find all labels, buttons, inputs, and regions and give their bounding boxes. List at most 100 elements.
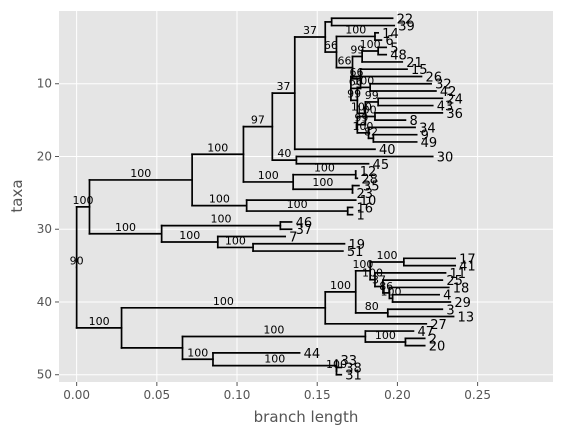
taxon-label: 16 bbox=[357, 201, 374, 216]
taxon-label: 36 bbox=[446, 107, 463, 122]
taxon-label: 41 bbox=[459, 260, 476, 275]
taxon-label: 43 bbox=[437, 100, 454, 115]
support-value-label: 100 bbox=[356, 103, 377, 116]
support-value-label: 100 bbox=[381, 285, 402, 298]
support-value-label: 37 bbox=[372, 274, 386, 287]
axis-ticks: 0.00 0.05 0.10 0.15 0.20 0.25 10 20 30 40 50 bbox=[37, 77, 491, 402]
support-value-label: 100 bbox=[115, 221, 136, 234]
support-value-label: 100 bbox=[187, 346, 208, 359]
taxon-label: 44 bbox=[304, 347, 321, 362]
y-tick-label: 30 bbox=[37, 222, 52, 236]
taxon-label: 40 bbox=[379, 143, 396, 158]
support-value-label: 66 bbox=[337, 55, 351, 68]
taxon-label: 11 bbox=[450, 267, 467, 282]
taxon-label: 47 bbox=[417, 325, 434, 340]
y-tick-label: 20 bbox=[37, 149, 52, 163]
support-value-label: 97 bbox=[251, 114, 265, 127]
grid-lines bbox=[59, 11, 553, 382]
support-value-label: 100 bbox=[130, 167, 151, 180]
support-value-label: 100 bbox=[258, 169, 279, 182]
taxon-label: 24 bbox=[446, 92, 463, 107]
tree-branches bbox=[75, 17, 457, 376]
support-value-label: 66 bbox=[350, 66, 364, 79]
support-value-label: 100 bbox=[264, 353, 285, 366]
taxon-label: 9 bbox=[421, 129, 429, 144]
taxon-label: 13 bbox=[458, 311, 475, 326]
support-value-label: 100 bbox=[353, 74, 374, 87]
support-value-label: 100 bbox=[210, 213, 231, 226]
taxon-label: 37 bbox=[296, 223, 313, 238]
support-value-label: 86 bbox=[379, 280, 393, 293]
support-value-label: 100 bbox=[312, 176, 333, 189]
y-tick-label: 10 bbox=[37, 77, 52, 91]
x-tick-label: 0.05 bbox=[143, 388, 170, 402]
support-value-label: 100 bbox=[375, 329, 396, 342]
support-value-label: 99 bbox=[365, 89, 379, 102]
taxon-label: 39 bbox=[398, 20, 415, 35]
support-value-label: 99 bbox=[354, 112, 368, 125]
support-value-label: 100 bbox=[314, 162, 335, 175]
x-axis-label: branch length bbox=[254, 408, 359, 426]
support-value-label: 100 bbox=[362, 267, 383, 280]
taxon-label: 48 bbox=[390, 49, 407, 64]
taxon-label: 7 bbox=[289, 231, 297, 246]
support-labels: 9010010010097373766100669910066669910010… bbox=[70, 23, 402, 371]
taxon-label: 49 bbox=[421, 136, 438, 151]
support-value-label: 100 bbox=[179, 229, 200, 242]
x-tick-label: 0.20 bbox=[384, 388, 411, 402]
taxon-label: 1 bbox=[357, 209, 365, 224]
support-value-label: 90 bbox=[70, 254, 84, 267]
taxon-label: 51 bbox=[347, 245, 364, 260]
taxon-label: 42 bbox=[440, 85, 457, 100]
support-value-label: 82 bbox=[364, 125, 378, 138]
taxon-label: 6 bbox=[385, 34, 393, 49]
taxon-label: 45 bbox=[373, 158, 390, 173]
support-value-label: 100 bbox=[360, 38, 381, 51]
taxon-label: 22 bbox=[397, 12, 414, 27]
taxon-label: 35 bbox=[363, 180, 380, 195]
x-tick-label: 0.15 bbox=[304, 388, 331, 402]
taxon-label: 10 bbox=[360, 194, 377, 209]
support-value-label: 37 bbox=[277, 80, 291, 93]
support-value-label: 100 bbox=[89, 315, 110, 328]
support-value-label: 100 bbox=[287, 198, 308, 211]
taxon-label: 8 bbox=[409, 114, 417, 129]
taxon-label: 27 bbox=[430, 318, 447, 333]
taxon-label: 12 bbox=[360, 165, 377, 180]
support-value-label: 99 bbox=[347, 87, 361, 100]
x-tick-label: 0.25 bbox=[464, 388, 491, 402]
y-tick-label: 40 bbox=[37, 295, 52, 309]
support-value-label: 40 bbox=[277, 147, 291, 160]
support-value-label: 100 bbox=[345, 23, 366, 36]
support-value-label: 100 bbox=[213, 295, 234, 308]
support-value-label: 66 bbox=[349, 75, 363, 88]
y-axis-label: taxa bbox=[8, 179, 26, 212]
support-value-label: 100 bbox=[209, 193, 230, 206]
taxon-label: 18 bbox=[453, 281, 470, 296]
support-value-label: 100 bbox=[73, 194, 94, 207]
support-value-label: 100 bbox=[207, 141, 228, 154]
support-value-label: 80 bbox=[365, 300, 379, 313]
support-value-label: 100 bbox=[352, 120, 373, 133]
taxon-label: 25 bbox=[446, 274, 463, 289]
x-tick-label: 0.00 bbox=[63, 388, 90, 402]
support-value-label: 66 bbox=[324, 39, 338, 52]
taxon-label: 2 bbox=[429, 332, 437, 347]
taxon-label: 17 bbox=[459, 252, 476, 267]
taxon-label: 5 bbox=[390, 41, 398, 56]
taxon-label: 34 bbox=[419, 121, 436, 136]
taxon-label: 20 bbox=[429, 340, 446, 355]
taxon-label: 33 bbox=[340, 354, 357, 369]
support-value-label: 100 bbox=[351, 100, 372, 113]
taxon-label: 4 bbox=[443, 289, 451, 304]
support-value-label: 37 bbox=[303, 24, 317, 37]
support-value-label: 100 bbox=[376, 249, 397, 262]
taxon-label: 15 bbox=[411, 63, 428, 78]
support-value-label: 100 bbox=[330, 279, 351, 292]
taxon-label: 23 bbox=[357, 187, 374, 202]
taxon-label: 19 bbox=[348, 238, 365, 253]
y-tick-label: 50 bbox=[37, 368, 52, 382]
